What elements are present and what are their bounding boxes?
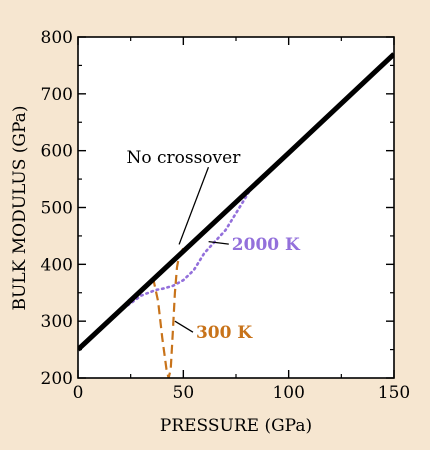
y-tick-label: 500: [41, 199, 73, 219]
y-tick-label: 700: [41, 85, 73, 105]
x-axis: 0 50 100 150: [73, 37, 410, 403]
y-tick-label: 200: [41, 369, 73, 389]
series-layer: [78, 52, 394, 378]
annotation-label: 2000 K: [232, 235, 301, 255]
x-axis-title: PRESSURE (GPa): [160, 416, 312, 436]
series-solid-line: [78, 52, 394, 352]
plot-area: [78, 37, 394, 378]
annotation-pointer: [178, 166, 210, 245]
annotation-pointer: [208, 240, 229, 245]
x-tick-label: 50: [173, 383, 195, 403]
annotation-label: 300 K: [196, 323, 253, 343]
y-tick-label: 800: [41, 28, 73, 48]
y-axis: 200 300 400 500 600 700 800: [41, 28, 394, 389]
y-tick-label: 600: [41, 142, 73, 162]
x-tick-label: 0: [73, 383, 84, 403]
y-axis-title: BULK MODULUS (GPa): [10, 106, 30, 311]
annotation-pointer: [174, 320, 194, 333]
y-tick-label: 400: [41, 255, 73, 275]
y-tick-label: 300: [41, 312, 73, 332]
annotation-texts: No crossover 2000 K 300 K: [126, 148, 301, 343]
annotation-arrows: [174, 166, 229, 333]
x-tick-label: 150: [378, 383, 410, 403]
x-tick-label: 100: [272, 383, 304, 403]
annotation-label: No crossover: [126, 148, 241, 168]
